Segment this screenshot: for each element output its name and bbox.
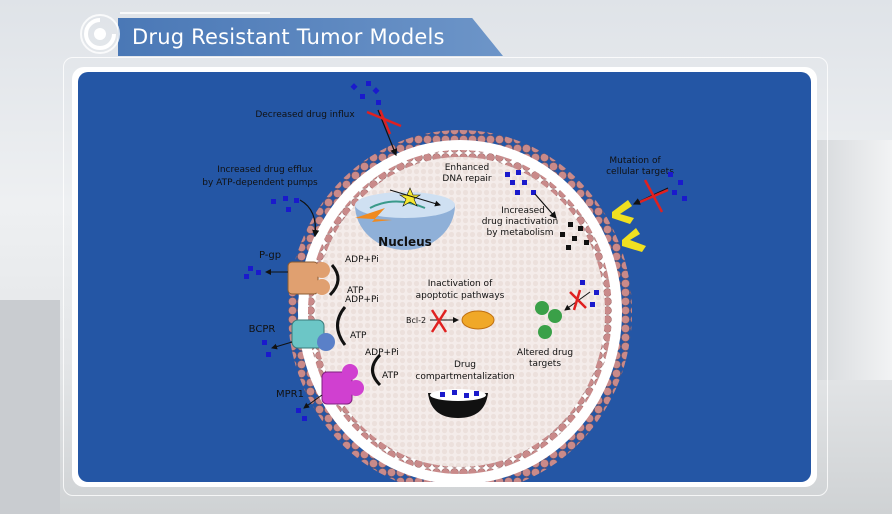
- block-x-icon: [366, 109, 402, 135]
- diagram-area: Decreased drug influx Increased drug eff…: [78, 72, 811, 482]
- background-shelf: [812, 140, 892, 380]
- label-inactivation-2: drug inactivation: [482, 217, 558, 227]
- panel-frame: [63, 57, 828, 496]
- label-mutation-2: cellular targets: [606, 167, 674, 177]
- label-adp-mpr1: ADP+Pi: [365, 348, 399, 358]
- drug-molecules-targets: [580, 280, 599, 307]
- drug-molecules-mutation: [668, 172, 687, 201]
- efflux-arrow: [299, 199, 320, 238]
- label-inactivation-3: by metabolism: [487, 228, 554, 238]
- label-comp-1: Drug: [454, 360, 476, 370]
- block-x-icon: [430, 309, 448, 333]
- label-bcl2: Bcl-2: [406, 316, 426, 325]
- mitochondrion-icon: [461, 310, 495, 330]
- logo-icon: [80, 14, 120, 54]
- label-inactivation-1: Increased: [501, 206, 545, 216]
- label-altered-2: targets: [529, 359, 561, 369]
- drug-molecules-bcpr: [262, 340, 271, 357]
- receptor-icons: [612, 200, 646, 252]
- drug-molecules-inactivation: [505, 170, 536, 195]
- block-x-icon: [569, 289, 587, 311]
- inactivation-arrow: [534, 193, 557, 219]
- mpr1-pump: [321, 364, 364, 405]
- label-influx: Decreased drug influx: [255, 110, 355, 120]
- label-atp-bcpr: ATP: [350, 331, 367, 341]
- damage-star-icon: [399, 187, 421, 207]
- page-title: Drug Resistant Tumor Models: [132, 25, 445, 49]
- label-bcpr: BCPR: [249, 324, 276, 335]
- decorative-line: [120, 12, 270, 14]
- drug-molecules-influx: [350, 81, 381, 105]
- label-efflux-2: by ATP-dependent pumps: [202, 178, 318, 188]
- bcpr-pump: [291, 319, 335, 351]
- label-atp-pgp: ATP: [347, 286, 364, 296]
- inactivated-drug-molecules: [560, 222, 589, 250]
- nucleus-label: Nucleus: [378, 235, 432, 249]
- label-dna-1: Enhanced: [445, 163, 490, 173]
- label-apoptosis-1: Inactivation of: [428, 279, 493, 289]
- label-comp-2: compartmentalization: [415, 372, 514, 382]
- label-apoptosis-2: apoptotic pathways: [416, 291, 505, 301]
- background-cabinet: [0, 300, 60, 514]
- drug-molecules-vesicle: [440, 390, 479, 398]
- label-adp-pgp: ADP+Pi: [345, 255, 379, 265]
- label-atp-mpr1: ATP: [382, 371, 399, 381]
- dna-icon: [369, 200, 426, 209]
- bcpr-atp-arrow: [336, 306, 347, 346]
- label-efflux-1: Increased drug efflux: [217, 165, 313, 175]
- repair-arrow: [389, 189, 441, 207]
- pgp-pump: [287, 261, 330, 295]
- title-banner: [118, 18, 503, 56]
- label-mutation-1: Mutation of: [609, 156, 661, 166]
- drug-molecules-efflux: [271, 196, 299, 212]
- bcpr-efflux-arrow: [271, 341, 293, 350]
- drug-molecules-mpr1: [296, 408, 307, 421]
- block-x-icon: [639, 179, 669, 213]
- label-mpr1: MPR1: [276, 389, 304, 400]
- label-pgp: P-gp: [259, 250, 281, 261]
- altered-target-icons: [535, 301, 562, 339]
- label-altered-1: Altered drug: [517, 348, 573, 358]
- drug-molecules-pgp: [244, 266, 261, 279]
- drug-resistance-diagram: Decreased drug influx Increased drug eff…: [202, 81, 687, 482]
- label-dna-2: DNA repair: [442, 174, 491, 184]
- lightning-icon: [355, 208, 392, 222]
- mpr1-efflux-arrow: [303, 394, 323, 409]
- mpr1-atp-arrow: [371, 353, 382, 387]
- pgp-atp-arrow: [328, 264, 340, 297]
- label-adp-bcpr: ADP+Pi: [345, 295, 379, 305]
